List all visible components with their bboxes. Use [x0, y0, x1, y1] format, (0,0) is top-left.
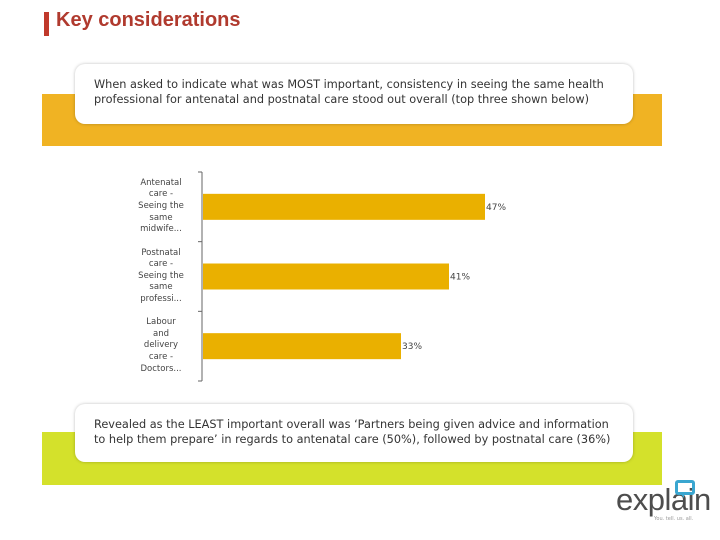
category-label-line: Labour	[146, 317, 176, 328]
category-label-line: midwife...	[140, 224, 182, 235]
category-label-line: Doctors...	[140, 363, 182, 374]
bar-2	[203, 263, 449, 290]
category-label-line: Seeing the	[138, 201, 184, 212]
logo-tagline: You. tell. us. all.	[654, 516, 694, 522]
bar-value-label-1: 47%	[486, 203, 506, 213]
category-label-3: Labour and delivery care - Doctors...	[130, 317, 192, 375]
page-title: Key considerations	[56, 9, 241, 31]
category-label-line: professi...	[140, 293, 182, 304]
bar-1	[203, 193, 485, 220]
bottom-callout: Revealed as the LEAST important overall …	[75, 404, 633, 462]
category-label-line: care -	[148, 351, 174, 362]
logo-text: explain	[616, 482, 711, 517]
category-label-2: Postnatal care - Seeing the same professi...	[130, 248, 192, 306]
speech-bubble-icon	[675, 480, 695, 495]
category-label-line: delivery	[143, 340, 179, 351]
explain-logo: explain You. tell. us. all.	[612, 476, 711, 526]
category-label-line: and	[153, 328, 169, 339]
category-label-1: Antenatal care - Seeing the same midwife...	[130, 178, 192, 236]
category-label-line: care -	[148, 259, 174, 270]
speech-bubble-tail-icon	[679, 492, 684, 498]
bar-value-label-2: 41%	[450, 273, 470, 283]
category-label-line: care -	[148, 189, 174, 200]
title-accent-bar	[44, 12, 49, 36]
category-label-line: Postnatal	[141, 247, 181, 258]
category-label-line: same	[149, 212, 173, 223]
category-label-line: same	[149, 282, 173, 293]
category-label-line: Seeing the	[138, 270, 184, 281]
bar-value-label-3: 33%	[402, 342, 422, 352]
bar-3	[203, 333, 401, 360]
top-callout: When asked to indicate what was MOST imp…	[75, 64, 633, 124]
category-label-line: Antenatal	[140, 177, 182, 188]
